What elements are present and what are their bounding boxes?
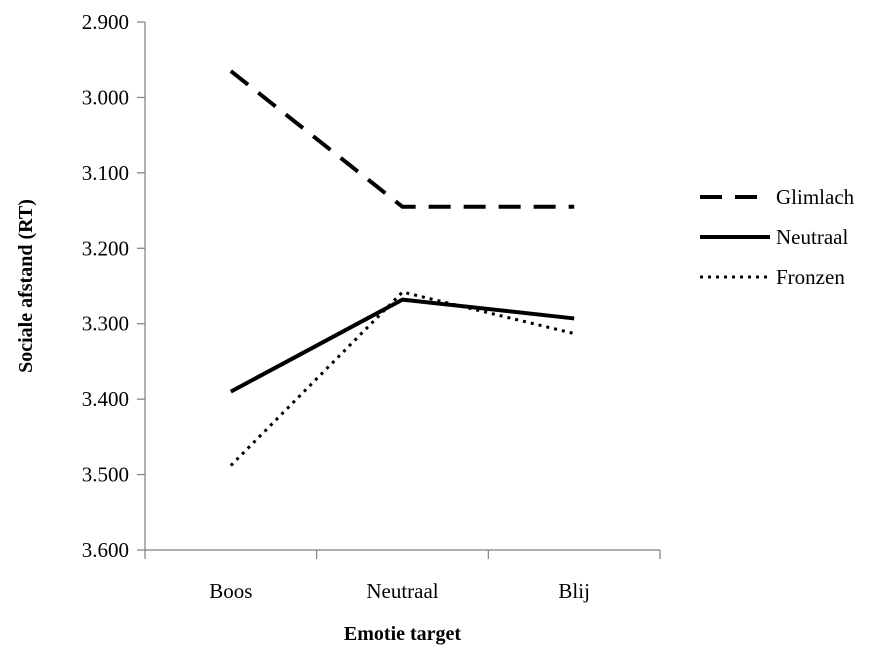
legend-label: Neutraal <box>776 225 848 249</box>
x-tick-label: Blij <box>558 579 590 603</box>
y-tick-label: 3.200 <box>82 236 129 260</box>
y-tick-label: 3.400 <box>82 387 129 411</box>
y-tick-label: 3.100 <box>82 161 129 185</box>
y-tick-label: 3.500 <box>82 463 129 487</box>
y-tick-label: 3.600 <box>82 538 129 562</box>
y-axis-ticks: 2.900 3.000 3.100 3.200 3.300 3.400 3.500 3.600 <box>82 10 145 562</box>
axes <box>144 22 660 551</box>
x-axis-ticks: Boos Neutraal Blij <box>144 550 661 603</box>
x-axis-title: Emotie target <box>344 623 462 645</box>
y-tick-label: 3.300 <box>82 312 129 336</box>
series-line-glimlach <box>229 69 575 209</box>
x-tick-label: Neutraal <box>366 579 438 603</box>
legend-label: Glimlach <box>776 185 855 209</box>
legend-label: Fronzen <box>776 265 845 289</box>
x-tick-label: Boos <box>209 579 252 603</box>
series-lines <box>229 69 575 467</box>
series-line-fronzen <box>229 290 575 467</box>
y-tick-label: 2.900 <box>82 10 129 34</box>
y-axis-title: Sociale afstand (RT) <box>15 199 37 373</box>
y-tick-label: 3.000 <box>82 85 129 109</box>
series-line-neutraal <box>229 297 575 394</box>
legend: Glimlach Neutraal Fronzen <box>700 185 855 289</box>
